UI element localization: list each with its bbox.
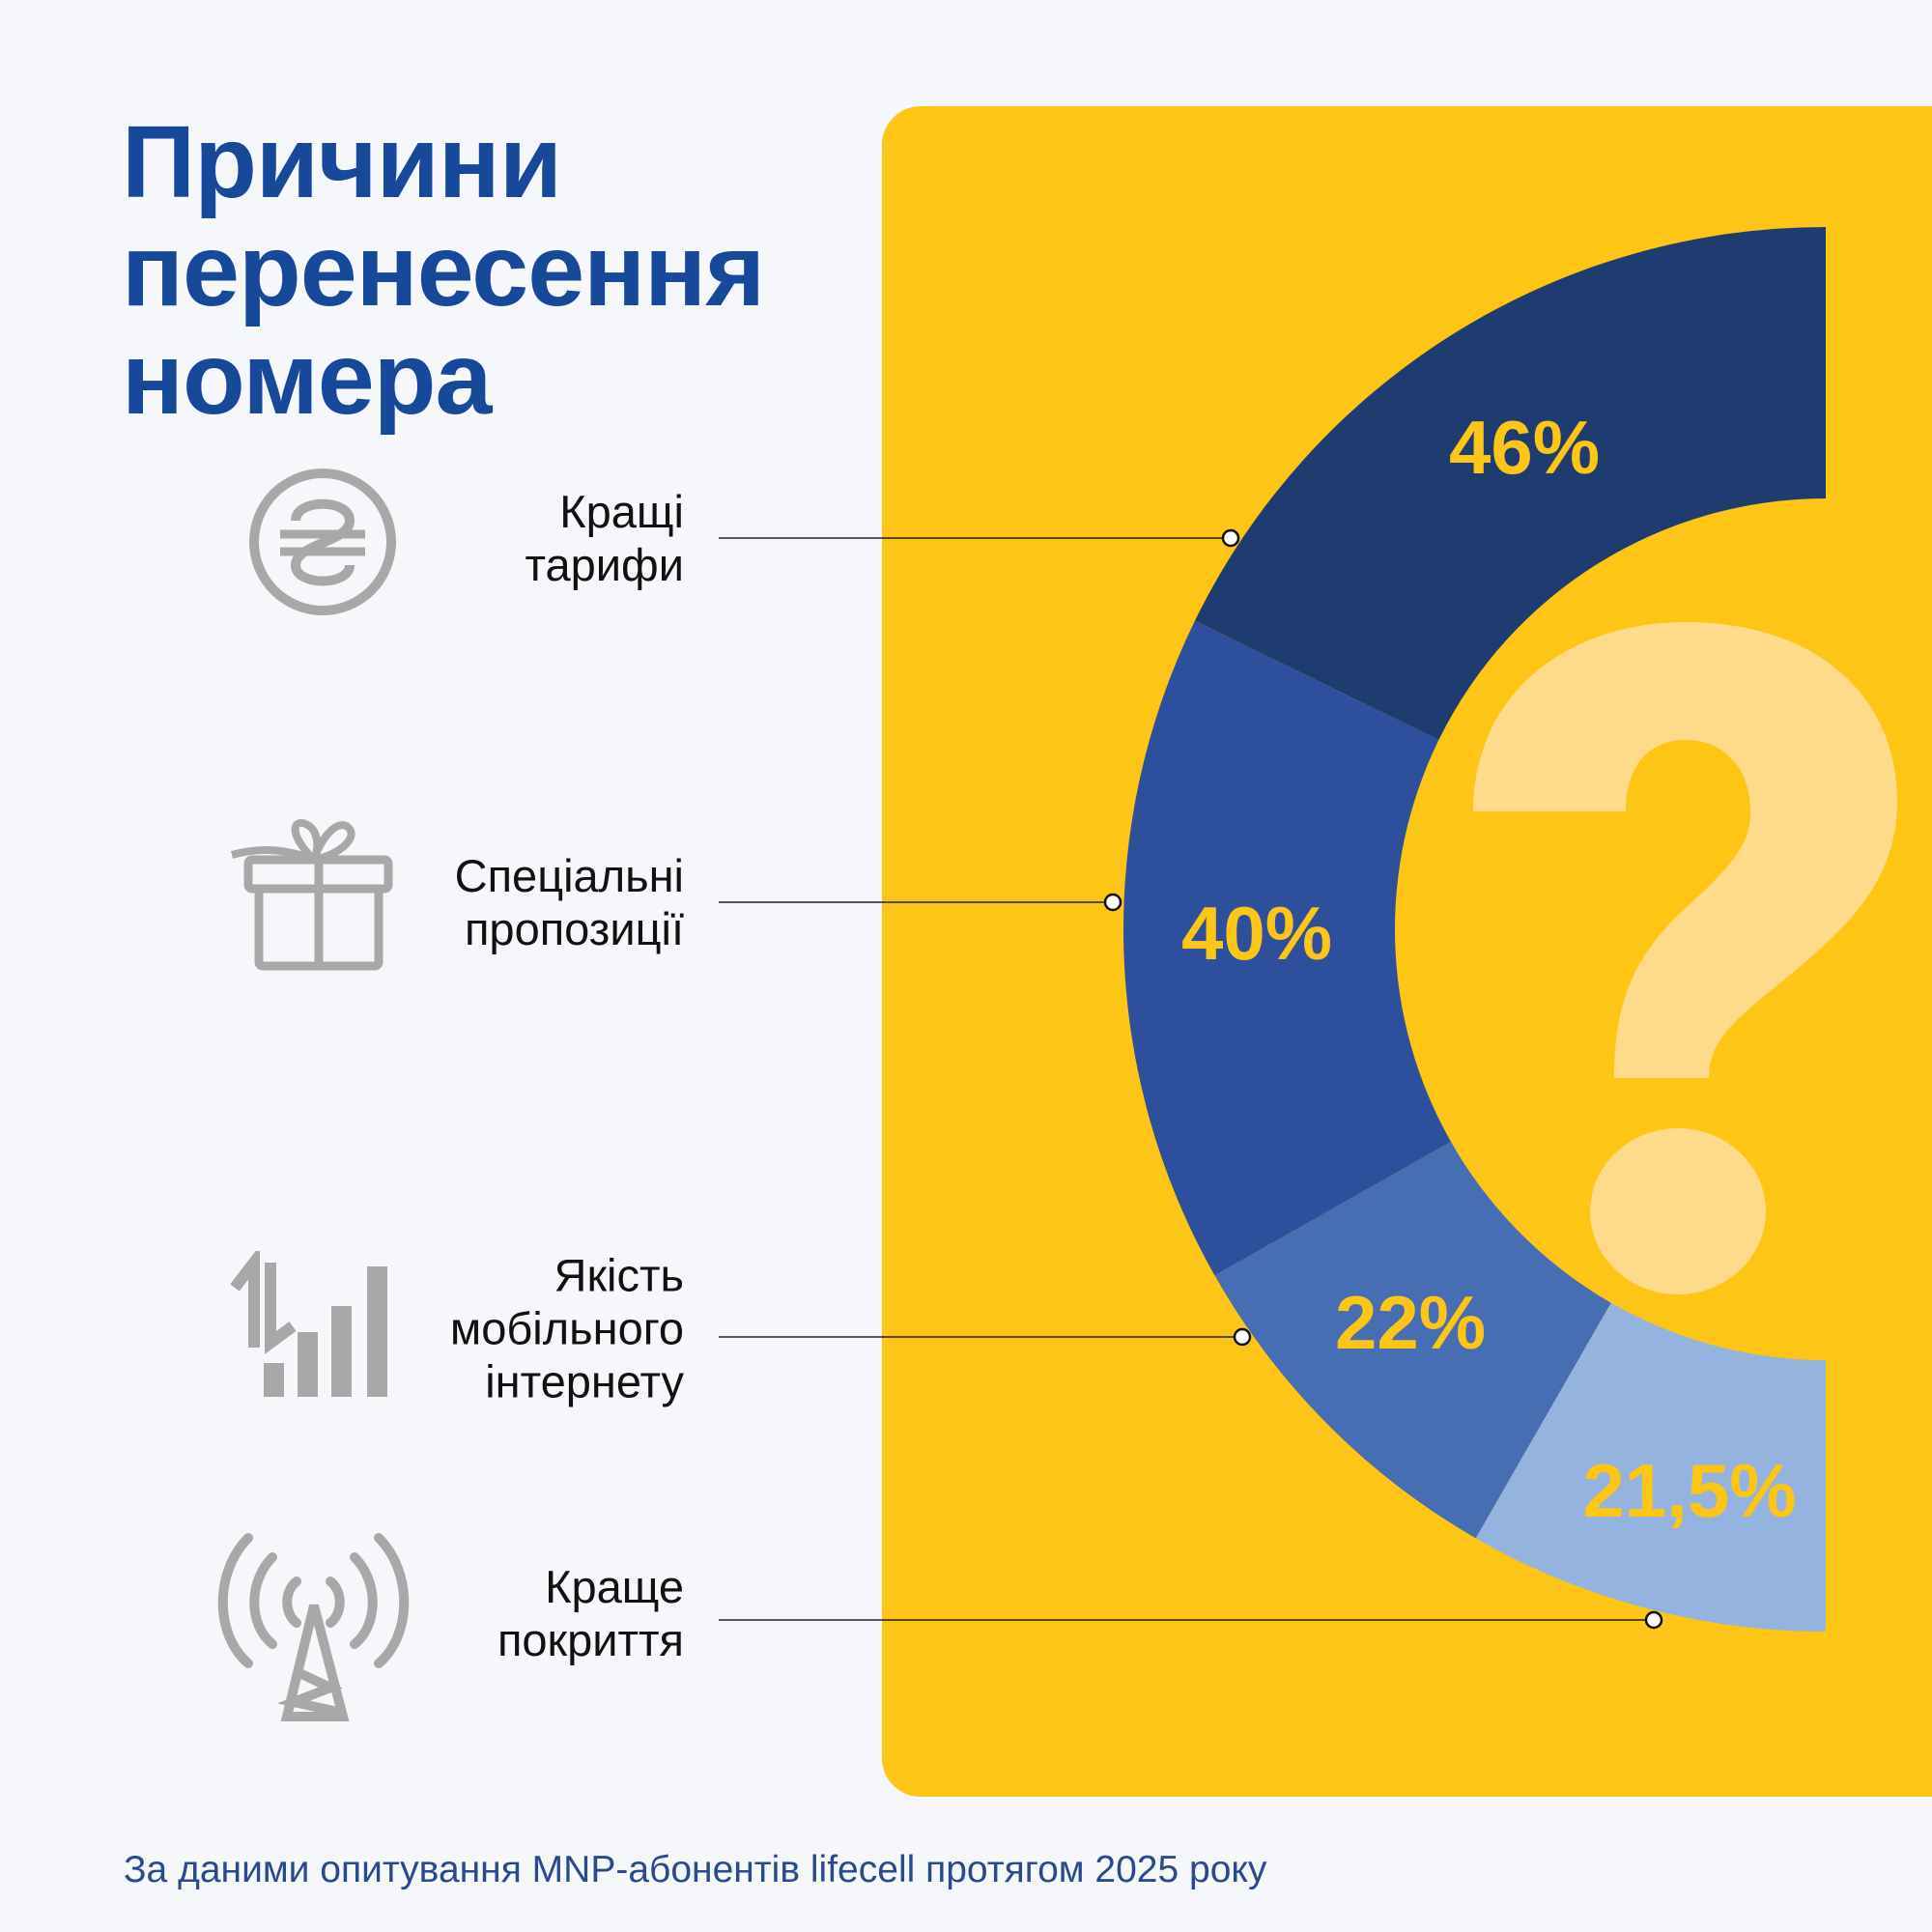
question-mark-dot [1590,1128,1766,1294]
page-title: Причини перенесення номера [122,105,765,436]
segment-mobile-internet-quality [1214,1141,1611,1539]
source-footnote: За даними опитування MNP-абонентів lifec… [124,1849,1267,1890]
label-better-coverage: Краще покриття [497,1560,684,1666]
label-line: Спеціальні [454,850,684,901]
label-line: Кращі [559,486,684,537]
label-line: інтернету [485,1355,684,1407]
callout-dot-better-coverage [1644,1610,1663,1630]
segment-better-coverage [1475,1302,1826,1632]
callout-dot-special-offers [1103,893,1122,912]
value-label-special-offers: 40% [1181,891,1332,976]
callout-dot-mobile-internet-quality [1233,1327,1252,1347]
gift-icon [230,818,393,971]
antenna-tower-icon [217,1533,410,1721]
segment-better-tariffs [1194,227,1826,741]
signal-icon [230,1251,387,1397]
title-line: Причини [122,105,562,219]
label-line: тарифи [525,539,684,590]
callout-dot-better-tariffs [1221,528,1240,548]
label-special-offers: Спеціальні пропозиції [455,849,684,955]
hryvnia-icon [249,469,396,615]
label-line: мобільного [449,1302,684,1354]
label-mobile-internet-quality: Якість мобільного інтернету [450,1249,684,1408]
label-better-tariffs: Кращі тарифи [526,485,684,591]
value-label-better-coverage: 21,5% [1582,1448,1796,1533]
label-line: покриття [497,1614,684,1665]
question-mark-icon [1473,622,1897,1078]
value-label-better-tariffs: 46% [1449,405,1600,490]
label-line: пропозиції [464,903,684,954]
segment-special-offers [1123,620,1451,1276]
label-line: Краще [545,1561,684,1612]
title-line: перенесення [122,213,765,327]
title-line: номера [122,322,492,436]
label-line: Якість [554,1249,684,1301]
value-label-mobile-internet-quality: 22% [1335,1280,1486,1365]
